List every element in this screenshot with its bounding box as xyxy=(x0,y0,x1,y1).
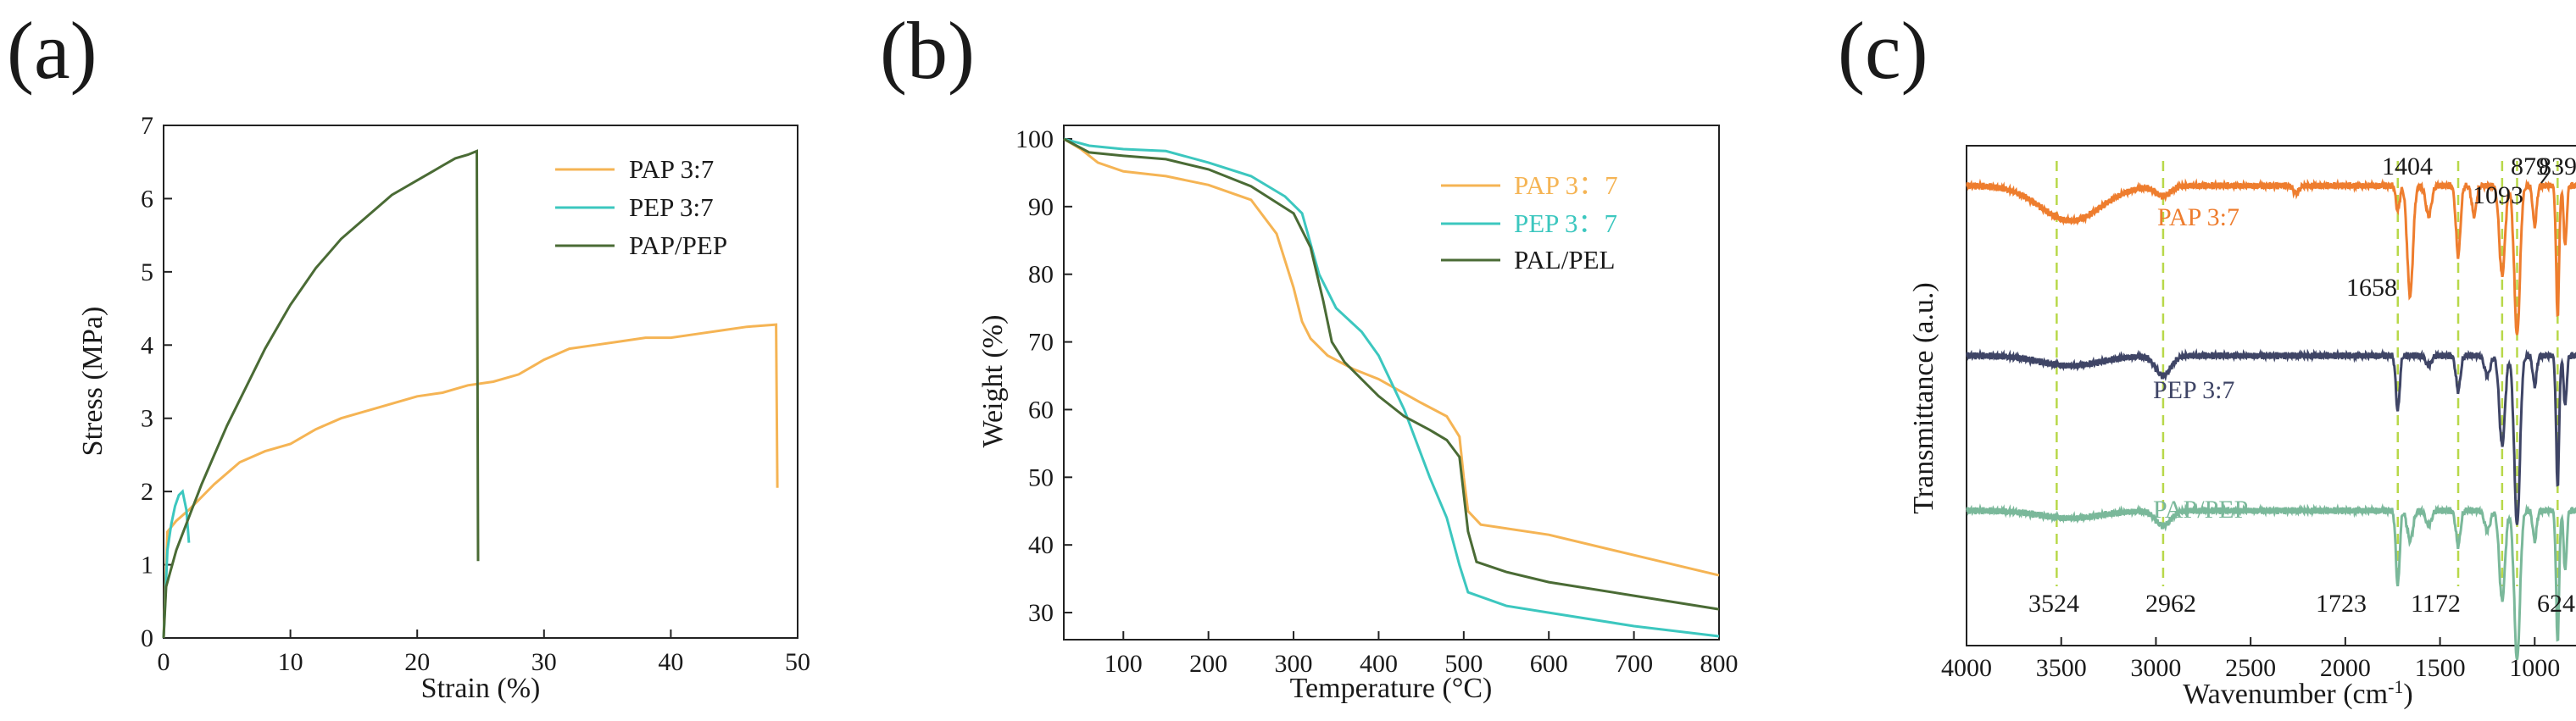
y-tick-label: 4 xyxy=(141,331,153,359)
annotation-1172: 1172 xyxy=(2411,590,2461,618)
annotation-1093: 1093 xyxy=(2473,181,2523,209)
series-line-0 xyxy=(1063,137,1720,577)
x-tick-label: 100 xyxy=(1104,650,1143,678)
series-line-0 xyxy=(162,323,779,639)
y-tick-label: 70 xyxy=(1028,329,1054,357)
panel-a-legend: PAP 3:7 PEP 3:7 PAP/PEP xyxy=(555,154,727,260)
legend-text-pep: PEP 3：7 xyxy=(1514,208,1617,238)
y-tick-label: 40 xyxy=(1028,531,1054,559)
annotation-839: 839 xyxy=(2539,153,2576,180)
y-tick-label: 1 xyxy=(141,552,153,580)
xlabel-main: Wavenumber (cm xyxy=(2183,679,2388,710)
legend-text-pap-pep: PAP/PEP xyxy=(629,230,727,260)
y-tick-label: 100 xyxy=(1015,125,1054,153)
y-tick-label: 80 xyxy=(1028,261,1054,289)
panel-a-series xyxy=(162,149,779,639)
annotation-879: 879 xyxy=(2511,153,2549,180)
x-tick-label: 700 xyxy=(1615,650,1653,678)
x-tick-label: 4000 xyxy=(1941,654,1992,682)
y-tick-label: 7 xyxy=(141,112,153,140)
y-tick-label: 2 xyxy=(141,478,153,506)
series-line-2 xyxy=(162,149,480,639)
panel-c-annotations: 3524 2962 1723 1172 624 1658 1404 1093 8… xyxy=(2028,153,2576,618)
y-tick-label: 6 xyxy=(141,185,153,213)
y-tick-label: 50 xyxy=(1028,463,1054,491)
spectrum-label-pap: PAP 3:7 xyxy=(2157,203,2239,231)
series-line-2 xyxy=(1063,137,1720,611)
annotation-1658: 1658 xyxy=(2346,274,2397,302)
panel-b-series xyxy=(1063,137,1720,638)
panel-c-frame xyxy=(1966,145,2576,646)
spectrum-line-0 xyxy=(1966,178,2576,336)
panel-c-ylabel: Transmittance (a.u.) xyxy=(1908,282,1939,514)
x-tick-label: 50 xyxy=(785,648,810,676)
panel-a-frame xyxy=(163,125,798,639)
panel-label-b: (b) xyxy=(880,5,975,96)
annotation-arrow-879 xyxy=(2540,172,2550,184)
panel-c-ticks: 4000350030002500200015001000500 xyxy=(1941,637,2560,682)
panel-b-xlabel: Temperature (°C) xyxy=(1290,673,1493,704)
spectrum-line-1 xyxy=(1966,347,2576,525)
panel-c-ftir: 4000350030002500200015001000500 PAP 3:7 … xyxy=(1908,145,2576,710)
x-tick-label: 600 xyxy=(1530,650,1568,678)
legend-text-pap: PAP 3：7 xyxy=(1514,170,1618,200)
annotation-2962: 2962 xyxy=(2145,590,2196,618)
panel-a-xlabel: Strain (%) xyxy=(421,673,541,704)
annotation-624: 624 xyxy=(2537,590,2575,618)
legend-text-pal-pel: PAL/PEL xyxy=(1514,245,1615,275)
series-line-1 xyxy=(1063,137,1720,638)
xlabel-sup: -1 xyxy=(2388,676,2403,697)
spectrum-line-2 xyxy=(1966,502,2576,661)
x-tick-label: 400 xyxy=(1360,650,1398,678)
spectrum-label-pep: PEP 3:7 xyxy=(2153,376,2234,404)
spectrum-label-pap-pep: PAP/PEP xyxy=(2153,496,2248,524)
x-tick-label: 20 xyxy=(404,648,430,676)
x-tick-label: 1500 xyxy=(2415,654,2466,682)
annotation-1404: 1404 xyxy=(2382,153,2433,180)
x-tick-label: 200 xyxy=(1189,650,1227,678)
xlabel-end: ) xyxy=(2403,679,2412,710)
y-tick-label: 30 xyxy=(1028,599,1054,627)
legend-text-pap: PAP 3:7 xyxy=(629,154,714,184)
x-tick-label: 300 xyxy=(1275,650,1313,678)
y-tick-label: 60 xyxy=(1028,396,1054,424)
y-tick-label: 5 xyxy=(141,258,153,286)
panel-a-ticks: 0 10 20 30 40 50 0 1 2 3 4 5 6 7 xyxy=(141,112,810,676)
x-tick-label: 2000 xyxy=(2320,654,2371,682)
panel-c-xlabel: Wavenumber (cm-1) xyxy=(2183,676,2412,710)
panel-label-a: (a) xyxy=(7,5,97,96)
y-tick-label: 90 xyxy=(1028,193,1054,221)
series-line-1 xyxy=(162,489,191,639)
x-tick-label: 500 xyxy=(1444,650,1483,678)
x-tick-label: 0 xyxy=(158,648,170,676)
x-tick-label: 30 xyxy=(531,648,557,676)
x-tick-label: 3000 xyxy=(2130,654,2181,682)
panel-b-ylabel: Weight (%) xyxy=(977,315,1009,448)
x-tick-label: 10 xyxy=(278,648,303,676)
y-tick-label: 3 xyxy=(141,405,153,433)
panel-a-stress-strain: 0 10 20 30 40 50 0 1 2 3 4 5 6 7 Strain (%) Stress (M… xyxy=(77,112,810,704)
x-tick-label: 2500 xyxy=(2225,654,2276,682)
annotation-1723: 1723 xyxy=(2316,590,2367,618)
x-tick-label: 800 xyxy=(1700,650,1739,678)
panel-b-ticks: 100 200 300 400 500 600 700 800 30 40 50 60 70 80 90 10… xyxy=(1015,125,1739,678)
legend-text-pep: PEP 3:7 xyxy=(629,192,714,222)
panel-b-frame xyxy=(1063,125,1720,641)
panel-label-c: (c) xyxy=(1838,5,1928,96)
y-tick-label: 0 xyxy=(141,624,153,652)
x-tick-label: 40 xyxy=(658,648,683,676)
x-tick-label: 3500 xyxy=(2036,654,2087,682)
annotation-3524: 3524 xyxy=(2028,590,2079,618)
panel-a-ylabel: Stress (MPa) xyxy=(77,307,108,457)
panel-c-series xyxy=(1966,178,2576,661)
panel-b-legend: PAP 3：7 PEP 3：7 PAL/PEL xyxy=(1441,170,1618,275)
panel-b-tga: 100 200 300 400 500 600 700 800 30 40 50 60 70 80 90 10… xyxy=(977,125,1739,704)
